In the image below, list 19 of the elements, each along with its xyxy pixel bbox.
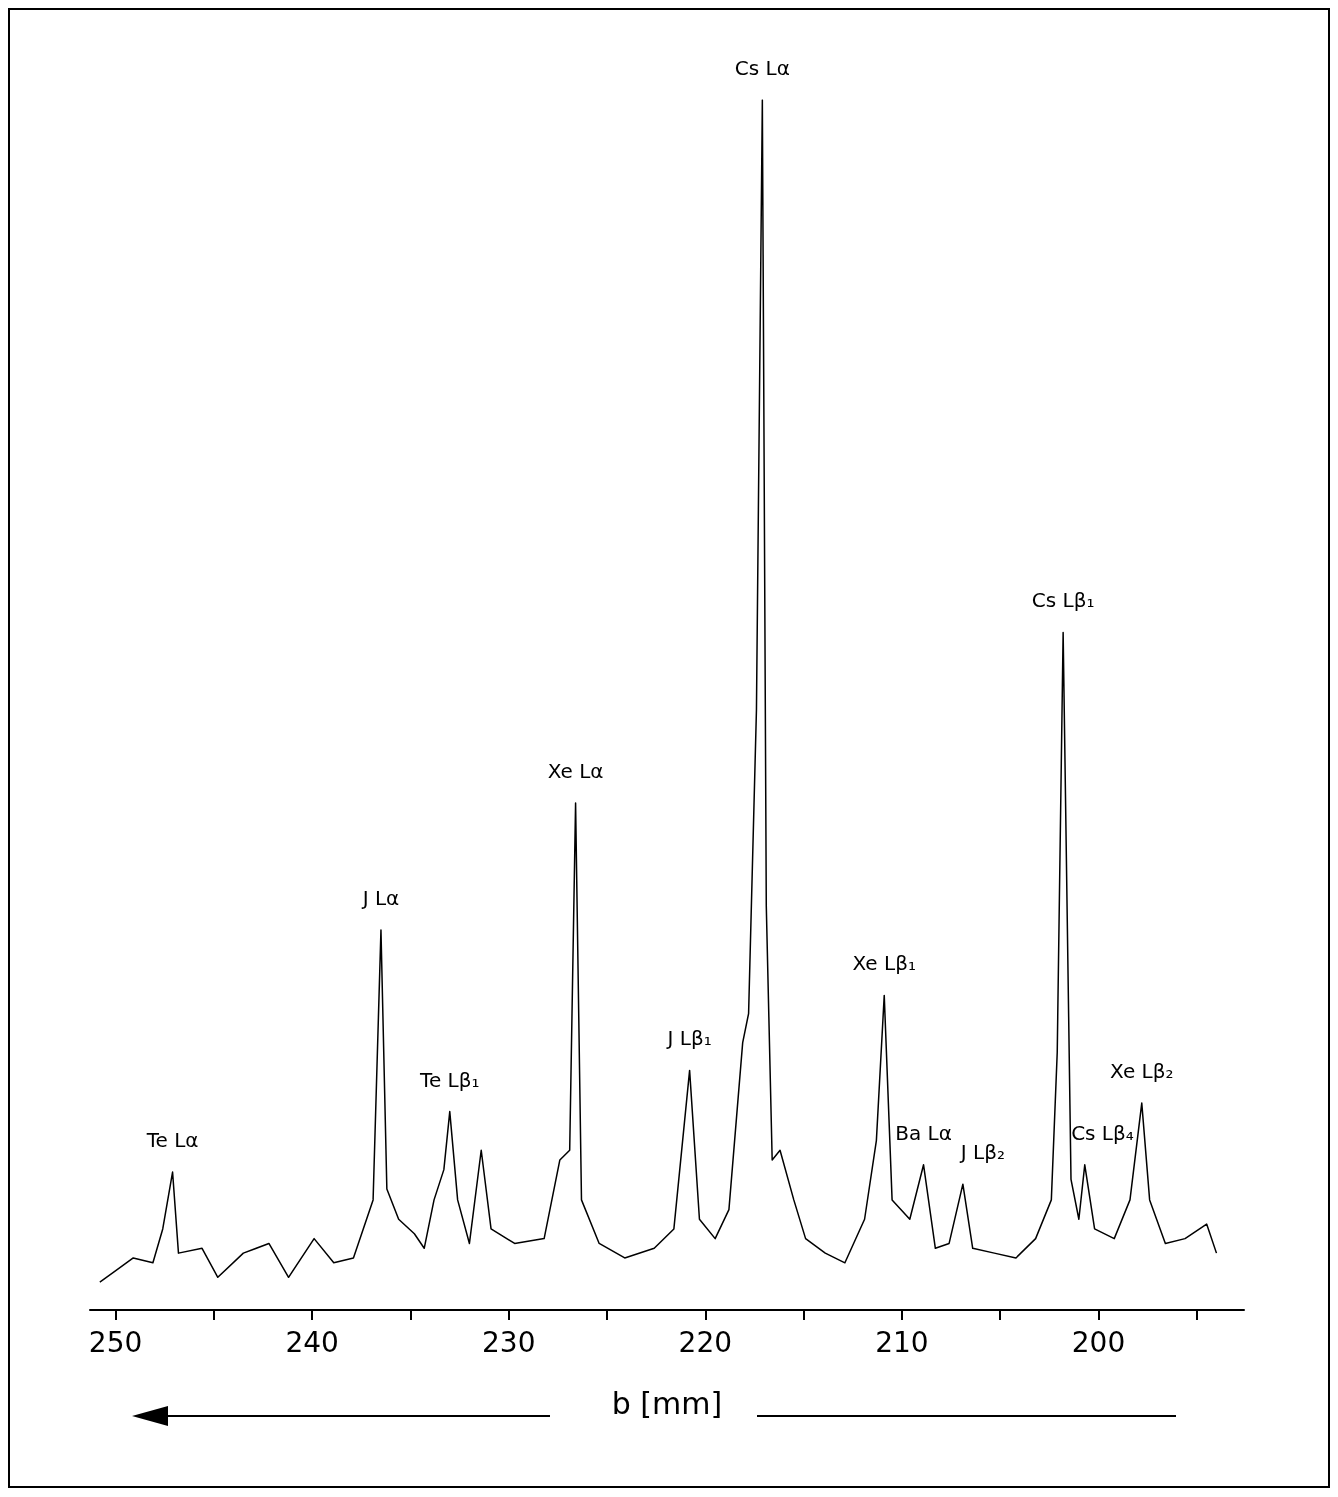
x-tick-label: 220 (678, 1325, 733, 1359)
annotation: Ba Lα (895, 1120, 952, 1145)
annotation: J Lβ₁ (665, 1026, 712, 1051)
annotation: Xe Lβ₂ (1110, 1059, 1174, 1084)
annotation: J Lβ₂ (958, 1140, 1005, 1165)
x-axis-title: b [mm] (611, 1385, 723, 1421)
x-tick-label: 200 (1071, 1325, 1126, 1359)
annotation: Cs Lβ₁ (1031, 588, 1095, 613)
annotation: Te Lα (145, 1128, 199, 1153)
x-tick-label: 210 (875, 1325, 929, 1359)
x-tick-label: 250 (88, 1325, 143, 1359)
annotation: J Lα (360, 886, 400, 911)
x-tick-label: 230 (482, 1325, 536, 1359)
annotation: Xe Lβ₁ (852, 951, 916, 976)
annotation: Xe Lα (547, 759, 604, 784)
annotation: Cs Lα (734, 56, 790, 80)
x-tick-label: 240 (285, 1325, 339, 1359)
annotation: Te Lβ₁ (419, 1067, 480, 1092)
annotation: Cs Lβ₄ (1071, 1120, 1134, 1145)
